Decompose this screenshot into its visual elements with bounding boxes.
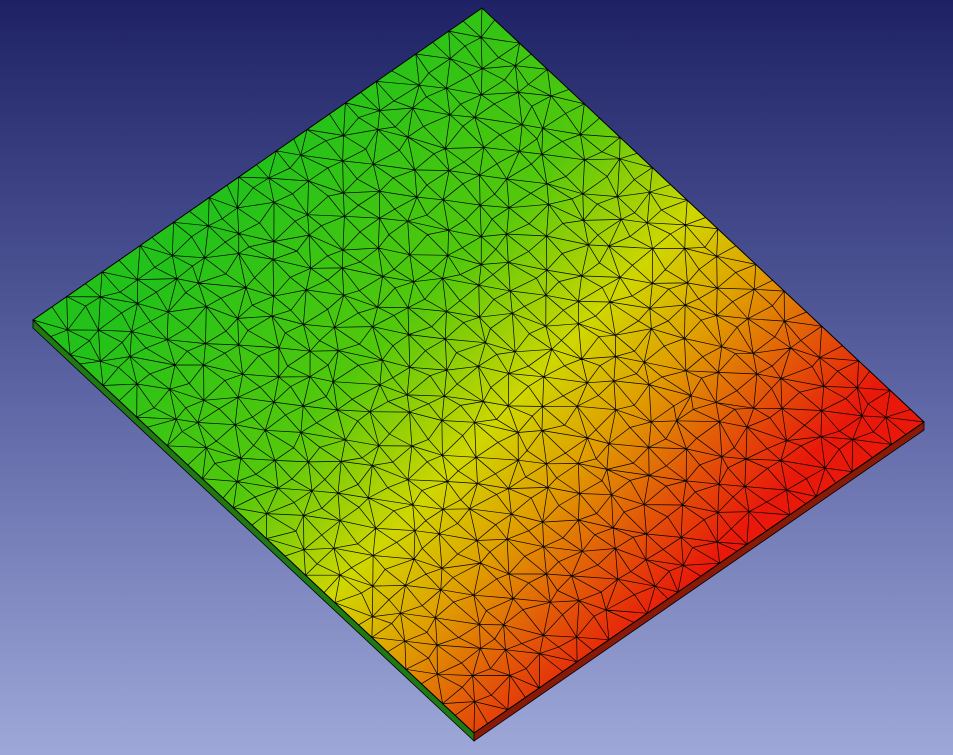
plate-outline bbox=[32, 7, 925, 734]
